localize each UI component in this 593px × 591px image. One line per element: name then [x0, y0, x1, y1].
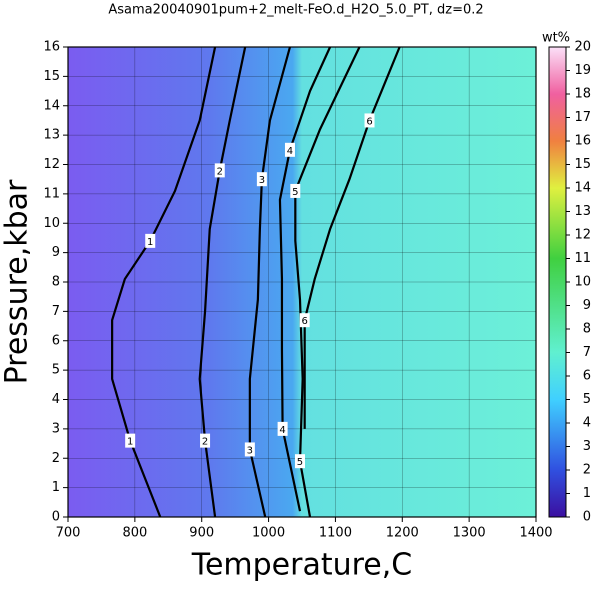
colorbar-tick-label: 0 — [583, 510, 591, 525]
contour-label-box — [214, 163, 225, 178]
y-tick-label: 9 — [52, 245, 60, 260]
colorbar-tick-label: 2 — [583, 463, 591, 478]
colorbar-tick-label: 16 — [574, 134, 591, 149]
x-tick-label: 1100 — [319, 526, 352, 541]
contour-label-box — [145, 233, 156, 248]
contour-label-box — [256, 172, 267, 187]
colorbar-tick-label: 12 — [574, 228, 591, 243]
colorbar-tick-label: 5 — [583, 392, 591, 407]
y-tick-label: 2 — [52, 451, 60, 466]
y-tick-label: 8 — [52, 275, 60, 290]
y-tick-label: 14 — [43, 98, 60, 113]
y-tick-label: 7 — [52, 304, 60, 319]
contour-label: 4 — [279, 425, 285, 436]
contour-line — [198, 46, 247, 518]
colorbar-tick-label: 6 — [583, 369, 591, 384]
contour-label-box — [200, 433, 211, 448]
plot: 700 800 900 1000 1100 1200 1300 140001234567891… — [43, 40, 552, 541]
contour-label: 5 — [292, 187, 298, 198]
y-tick-label: 5 — [52, 363, 60, 378]
y-tick-label: 1 — [52, 480, 60, 495]
contour-label: 2 — [217, 166, 223, 177]
contour-label-box — [277, 421, 288, 436]
contour-line — [294, 46, 361, 518]
colorbar-tick-label: 15 — [574, 157, 591, 172]
colorbar-tick-label: 19 — [574, 63, 591, 78]
contour-line — [278, 46, 332, 512]
y-tick-label: 15 — [43, 69, 60, 84]
x-axis-label: Temperature,C — [191, 548, 413, 583]
y-tick-label: 13 — [43, 128, 60, 143]
colorbar-tick-label: 13 — [574, 204, 591, 219]
contour-label: 2 — [202, 437, 208, 448]
contour-label-box — [290, 183, 301, 198]
contour-label: 3 — [247, 445, 253, 456]
y-tick-label: 4 — [52, 392, 60, 407]
contour-label: 4 — [287, 146, 293, 157]
contour-label-box — [125, 433, 136, 448]
colorbar-tick-label: 3 — [583, 439, 591, 454]
x-tick-label: 800 — [122, 526, 147, 541]
x-tick-label: 1400 — [519, 526, 552, 541]
contour-line — [111, 46, 217, 518]
colorbar-tick-label: 9 — [583, 298, 591, 313]
contour-label-box — [284, 142, 295, 157]
colorbar-tick-label: 14 — [574, 181, 591, 196]
contour-label: 1 — [127, 437, 133, 448]
colorbar-tick-label: 7 — [583, 345, 591, 360]
contour-label: 6 — [366, 116, 372, 127]
chart-title: Asama20040901pum+2_melt-FeO.d_H2O_5.0_PT… — [108, 3, 483, 18]
colorbar — [548, 46, 567, 518]
colorbar-tick-label: 17 — [574, 110, 591, 125]
y-tick-label: 16 — [43, 40, 60, 55]
x-tick-label: 1300 — [453, 526, 486, 541]
y-tick-label: 10 — [43, 216, 60, 231]
frame — [67, 46, 537, 518]
y-tick-label: 11 — [43, 186, 60, 201]
field — [68, 47, 536, 517]
x-tick-label: 1200 — [386, 526, 419, 541]
y-tick-label: 6 — [52, 333, 60, 348]
contour-label-box — [364, 113, 375, 128]
contour-label: 6 — [301, 316, 307, 327]
contour-label-box — [244, 442, 255, 457]
contour-label-box — [299, 313, 310, 328]
colorbar-tick-label: 1 — [583, 486, 591, 501]
colorbar-tick-label: 10 — [574, 275, 591, 290]
y-tick-label: 0 — [52, 510, 60, 525]
contour-label: 1 — [147, 237, 153, 248]
contour-label: 5 — [297, 457, 303, 468]
contour-line — [248, 46, 292, 518]
colorbar-label: wt% — [542, 31, 570, 46]
colorbar-tick-label: 18 — [574, 87, 591, 102]
y-axis-label: Pressure,kbar — [0, 179, 35, 384]
contour-label-box — [294, 454, 305, 469]
x-tick-label: 1000 — [252, 526, 285, 541]
x-tick-label: 900 — [189, 526, 214, 541]
colorbar-tick-label: 4 — [583, 416, 591, 431]
colorbar-tick-label: 20 — [574, 40, 591, 55]
contour-label: 3 — [259, 175, 265, 186]
colorbar-tick-label: 8 — [583, 322, 591, 337]
y-tick-label: 3 — [52, 421, 60, 436]
x-tick-label: 700 — [56, 526, 81, 541]
colorbar-tick-label: 11 — [574, 251, 591, 266]
y-tick-label: 12 — [43, 157, 60, 172]
